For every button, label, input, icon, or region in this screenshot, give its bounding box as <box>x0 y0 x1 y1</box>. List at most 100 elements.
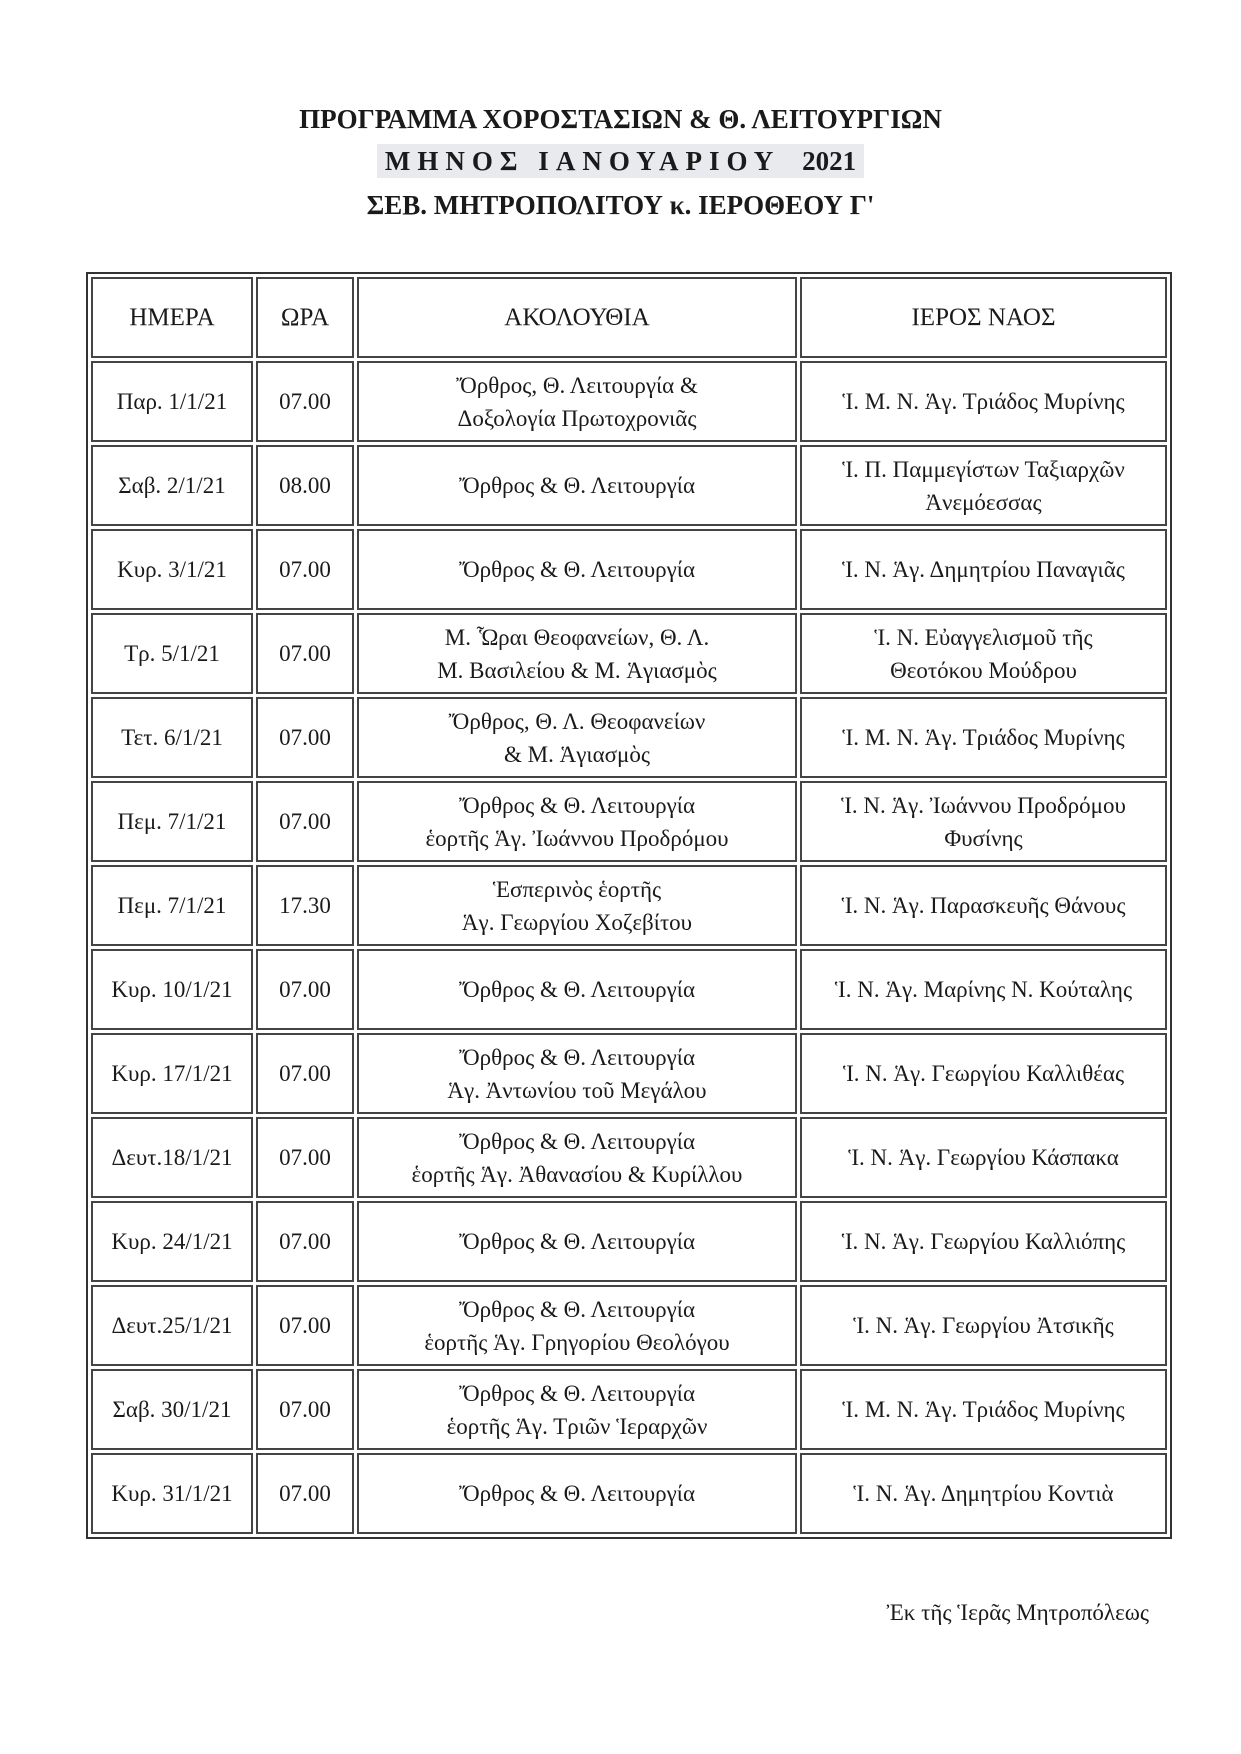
cell-time-line: 07.00 <box>279 641 331 666</box>
cell-time: 08.00 <box>256 445 354 526</box>
cell-day: Κυρ. 17/1/21 <box>91 1033 253 1114</box>
cell-time-line: 17.30 <box>279 893 331 918</box>
cell-service: Ὄρθρος & Θ. Λειτουργία <box>357 1201 797 1282</box>
cell-time: 07.00 <box>256 1453 354 1534</box>
cell-church: Ἱ. Ν. Ἁγ. Δημητρίου Κοντιὰ <box>800 1453 1167 1534</box>
cell-service: Ὄρθρος & Θ. Λειτουργία ἑορτῆς Ἁγ. Γρηγορί… <box>357 1285 797 1366</box>
cell-church: Ἱ. Ν. Ἁγ. Γεωργίου Ἀτσικῆς <box>800 1285 1167 1366</box>
col-header-service: ΑΚΟΛΟΥΘΙΑ <box>357 277 797 358</box>
cell-time: 07.00 <box>256 1117 354 1198</box>
cell-service: Ὄρθρος & Θ. Λειτουργία Ἁγ. Ἀντωνίου τοῦ Μ… <box>357 1033 797 1114</box>
cell-day-line: Τρ. 5/1/21 <box>124 641 220 666</box>
cell-day: Κυρ. 3/1/21 <box>91 529 253 610</box>
cell-service: Ὄρθρος & Θ. Λειτουργία <box>357 949 797 1030</box>
cell-church-line: Ἱ. Ν. Ἁγ. Παρασκευῆς Θάνους <box>841 893 1126 918</box>
table-row: Κυρ. 24/1/21 07.00 Ὄρθρος & Θ. Λειτουργία Ἱ… <box>91 1201 1167 1282</box>
cell-day-line: Παρ. 1/1/21 <box>116 389 228 414</box>
cell-time-line: 07.00 <box>279 1061 331 1086</box>
cell-church-line: Ἱ. Ν. Ἁγ. Γεωργίου Καλλιόπης <box>841 1229 1126 1254</box>
cell-time-line: 07.00 <box>279 725 331 750</box>
cell-time: 07.00 <box>256 1285 354 1366</box>
cell-service: Ὄρθρος, Θ. Λ. Θεοφανείων & Μ. Ἁγιασμὸς <box>357 697 797 778</box>
title-line-1: ΠΡΟΓΡΑΜΜΑ ΧΟΡΟΣΤΑΣΙΩΝ & Θ. ΛΕΙΤΟΥΡΓΙΩΝ <box>299 104 942 134</box>
cell-church-line: Ἱ. Ν. Ἁγ. Δημητρίου Κοντιὰ <box>853 1481 1114 1506</box>
cell-church: Ἱ. Μ. Ν. Ἁγ. Τριάδος Μυρίνης <box>800 361 1167 442</box>
cell-service-line: Ὄρθρος & Θ. Λειτουργία <box>458 473 695 498</box>
cell-service-line: Ὄρθρος & Θ. Λειτουργία <box>458 977 695 1002</box>
cell-church: Ἱ. Μ. Ν. Ἁγ. Τριάδος Μυρίνης <box>800 697 1167 778</box>
cell-service: Ἑσπερινὸς ἑορτῆς Ἁγ. Γεωργίου Χοζεβίτου <box>357 865 797 946</box>
cell-service: Ὄρθρος & Θ. Λειτουργία <box>357 445 797 526</box>
cell-day: Τρ. 5/1/21 <box>91 613 253 694</box>
cell-service-line: Ὄρθρος & Θ. Λειτουργία <box>458 557 695 582</box>
cell-day: Πεμ. 7/1/21 <box>91 781 253 862</box>
table-row: Παρ. 1/1/21 07.00 Ὄρθρος, Θ. Λειτουργία & Δ… <box>91 361 1167 442</box>
footer-signature: Ἐκ τῆς Ἱερᾶς Μητροπόλεως <box>886 1600 1149 1625</box>
col-header-church: ΙΕΡΟΣ ΝΑΟΣ <box>800 277 1167 358</box>
cell-day: Κυρ. 10/1/21 <box>91 949 253 1030</box>
cell-time-line: 07.00 <box>279 1145 331 1170</box>
cell-church: Ἱ. Ν. Εὐαγγελισμοῦ τῆς Θεοτόκου Μούδρου <box>800 613 1167 694</box>
table-row: Τετ. 6/1/21 07.00 Ὄρθρος, Θ. Λ. Θεοφανείων… <box>91 697 1167 778</box>
cell-time: 07.00 <box>256 1369 354 1450</box>
col-header-day: ΗΜΕΡΑ <box>91 277 253 358</box>
cell-service-line: Ὄρθρος & Θ. Λειτουργία <box>458 1128 695 1154</box>
cell-service-line: Ὄρθρος & Θ. Λειτουργία <box>458 1229 695 1254</box>
cell-day: Κυρ. 31/1/21 <box>91 1453 253 1534</box>
cell-church: Ἱ. Μ. Ν. Ἁγ. Τριάδος Μυρίνης <box>800 1369 1167 1450</box>
cell-time: 17.30 <box>256 865 354 946</box>
cell-day-line: Δευτ.25/1/21 <box>111 1313 233 1338</box>
cell-day: Κυρ. 24/1/21 <box>91 1201 253 1282</box>
cell-time: 07.00 <box>256 697 354 778</box>
cell-church: Ἱ. Ν. Ἁγ. Δημητρίου Παναγιᾶς <box>800 529 1167 610</box>
cell-time: 07.00 <box>256 1033 354 1114</box>
cell-church-line: Ἱ. Ν. Ἁγ. Γεωργίου Καλλιθέας <box>842 1061 1125 1086</box>
cell-church: Ἱ. Ν. Ἁγ. Μαρίνης Ν. Κούταλης <box>800 949 1167 1030</box>
cell-service-line: Ὄρθρος & Θ. Λειτουργία <box>458 1044 695 1070</box>
cell-time: 07.00 <box>256 613 354 694</box>
cell-service: Ὄρθρος, Θ. Λειτουργία & Δοξολογία Πρωτοχρ… <box>357 361 797 442</box>
cell-time: 07.00 <box>256 781 354 862</box>
cell-day: Παρ. 1/1/21 <box>91 361 253 442</box>
cell-church-line: Ἱ. Μ. Ν. Ἁγ. Τριάδος Μυρίνης <box>842 725 1125 750</box>
title-line-3: ΣΕΒ. ΜΗΤΡΟΠΟΛΙΤΟΥ κ. ΙΕΡΟΘΕΟΥ Γ' <box>366 190 875 220</box>
cell-service-line: Ὄρθρος & Θ. Λειτουργία <box>458 1481 695 1506</box>
cell-day: Δευτ.18/1/21 <box>91 1117 253 1198</box>
title-month: ΜΗΝΟΣ ΙΑΝΟΥΑΡΙΟΥ <box>380 144 785 178</box>
cell-church-line: Ἱ. Ν. Ἁγ. Μαρίνης Ν. Κούταλης <box>834 977 1133 1002</box>
cell-time-line: 07.00 <box>279 809 331 834</box>
table-row: Πεμ. 7/1/21 07.00 Ὄρθρος & Θ. Λειτουργία ἑο… <box>91 781 1167 862</box>
cell-service-line: Ἑσπερινὸς ἑορτῆς <box>492 876 662 902</box>
cell-service-line: ἑορτῆς Ἁγ. Ἰωάννου Προδρόμου <box>425 825 729 851</box>
cell-service-line: Δοξολογία Πρωτοχρονιᾶς <box>457 405 697 431</box>
table-header-row: ΗΜΕΡΑ ΩΡΑ ΑΚΟΛΟΥΘΙΑ ΙΕΡΟΣ ΝΑΟΣ <box>91 277 1167 358</box>
cell-time-line: 07.00 <box>279 977 331 1002</box>
table-row: Τρ. 5/1/21 07.00 Μ. Ὧραι Θεοφανείων, Θ. Λ.… <box>91 613 1167 694</box>
cell-day-line: Κυρ. 31/1/21 <box>111 1481 233 1506</box>
cell-day-line: Πεμ. 7/1/21 <box>117 893 227 918</box>
cell-service: Ὄρθρος & Θ. Λειτουργία ἑορτῆς Ἁγ. Τριῶν Ἱ… <box>357 1369 797 1450</box>
table-row: Σαβ. 30/1/21 07.00 Ὄρθρος & Θ. Λειτουργία ἑ… <box>91 1369 1167 1450</box>
cell-time-line: 08.00 <box>279 473 331 498</box>
cell-service: Ὄρθρος & Θ. Λειτουργία <box>357 1453 797 1534</box>
cell-church: Ἱ. Ν. Ἁγ. Παρασκευῆς Θάνους <box>800 865 1167 946</box>
cell-day-line: Σαβ. 30/1/21 <box>112 1397 232 1422</box>
cell-day-line: Σαβ. 2/1/21 <box>118 473 226 498</box>
table-row: Δευτ.25/1/21 07.00 Ὄρθρος & Θ. Λειτουργία ἑ… <box>91 1285 1167 1366</box>
cell-day: Σαβ. 2/1/21 <box>91 445 253 526</box>
table-row: Πεμ. 7/1/21 17.30 Ἑσπερινὸς ἑορτῆς Ἁγ. Γεωρ… <box>91 865 1167 946</box>
cell-church-line: Ἱ. Ν. Ἁγ. Γεωργίου Ἀτσικῆς <box>853 1313 1114 1338</box>
cell-day-line: Κυρ. 24/1/21 <box>111 1229 233 1254</box>
cell-church-line: Ἱ. Π. Παμμεγίστων Ταξιαρχῶν <box>842 456 1125 482</box>
cell-service: Ὄρθρος & Θ. Λειτουργία <box>357 529 797 610</box>
cell-church-line: Ἱ. Μ. Ν. Ἁγ. Τριάδος Μυρίνης <box>842 1397 1125 1422</box>
cell-service-line: Ὄρθρος & Θ. Λειτουργία <box>458 1296 695 1322</box>
cell-day: Δευτ.25/1/21 <box>91 1285 253 1366</box>
cell-church-line: Ἱ. Μ. Ν. Ἁγ. Τριάδος Μυρίνης <box>842 389 1125 414</box>
cell-time-line: 07.00 <box>279 1397 331 1422</box>
cell-church: Ἱ. Ν. Ἁγ. Γεωργίου Καλλιόπης <box>800 1201 1167 1282</box>
cell-church-line: Ἱ. Ν. Ἁγ. Γεωργίου Κάσπακα <box>848 1145 1119 1170</box>
table-row: Κυρ. 3/1/21 07.00 Ὄρθρος & Θ. Λειτουργία Ἱ.… <box>91 529 1167 610</box>
cell-service-line: Ὄρθρος, Θ. Λειτουργία & <box>456 372 698 398</box>
cell-service: Ὄρθρος & Θ. Λειτουργία ἑορτῆς Ἁγ. Ἰωάννου… <box>357 781 797 862</box>
